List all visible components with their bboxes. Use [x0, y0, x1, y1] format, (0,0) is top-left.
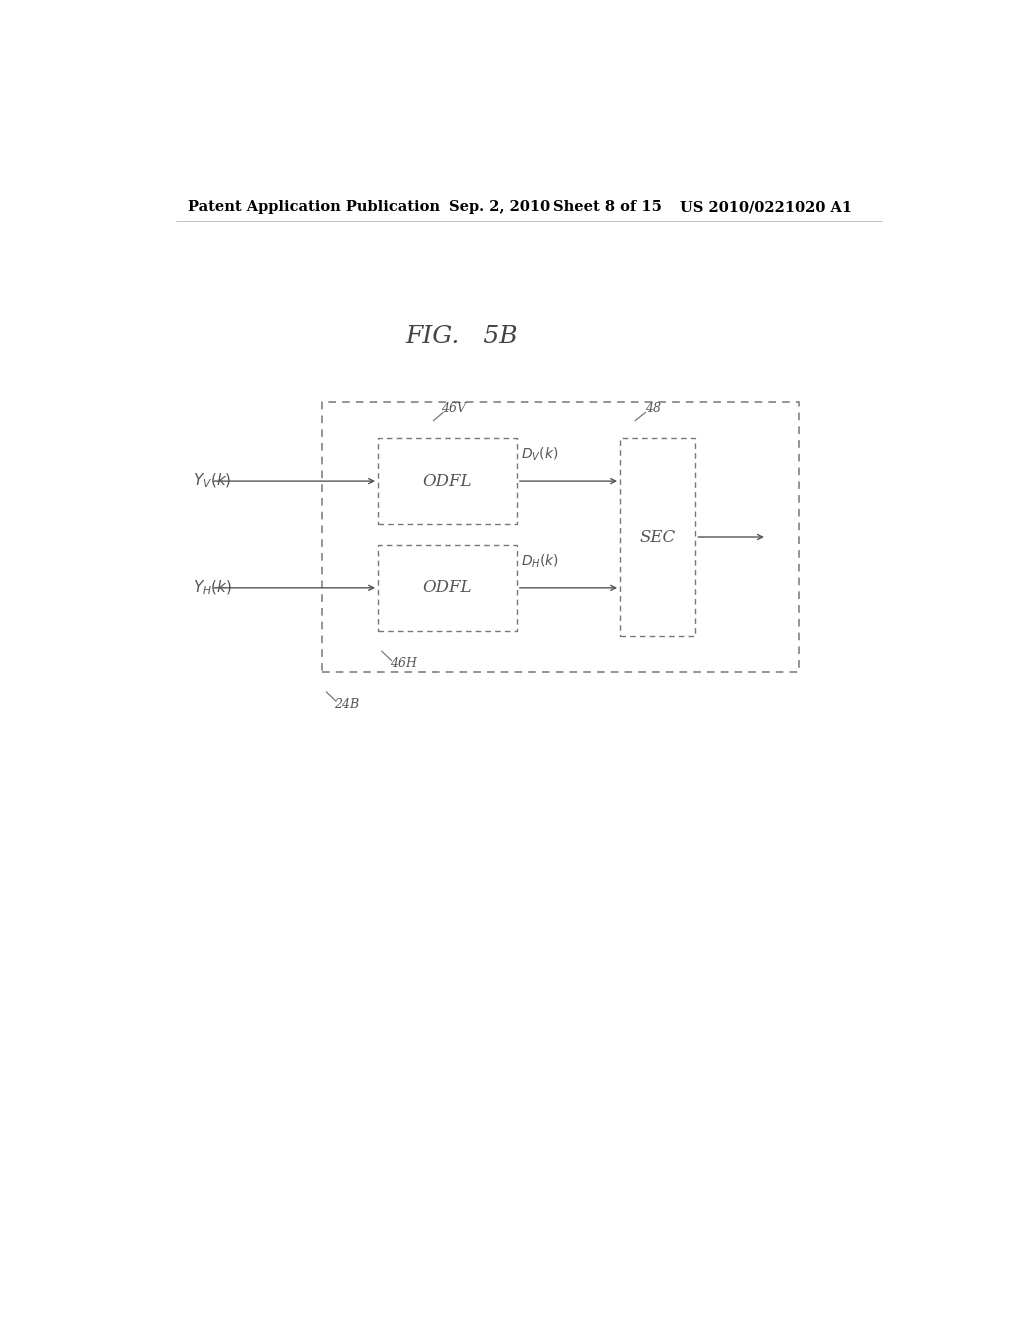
Text: Patent Application Publication: Patent Application Publication — [187, 201, 439, 214]
Text: $Y_V(k)$: $Y_V(k)$ — [194, 473, 231, 490]
Text: FIG.   5B: FIG. 5B — [406, 325, 517, 347]
Text: SEC: SEC — [640, 528, 676, 545]
Text: $D_V(k)$: $D_V(k)$ — [521, 445, 558, 463]
Text: US 2010/0221020 A1: US 2010/0221020 A1 — [680, 201, 852, 214]
Text: Sheet 8 of 15: Sheet 8 of 15 — [553, 201, 662, 214]
Text: 46H: 46H — [390, 657, 417, 671]
Text: $Y_H(k)$: $Y_H(k)$ — [194, 578, 232, 597]
Text: ODFL: ODFL — [423, 473, 472, 490]
Bar — [323, 403, 799, 672]
Bar — [620, 438, 695, 636]
Text: Sep. 2, 2010: Sep. 2, 2010 — [450, 201, 551, 214]
Text: $D_H(k)$: $D_H(k)$ — [521, 552, 559, 569]
Text: ODFL: ODFL — [423, 579, 472, 597]
Text: 46V: 46V — [441, 401, 467, 414]
Text: 48: 48 — [645, 401, 660, 414]
Text: 24B: 24B — [334, 698, 359, 710]
Bar — [378, 545, 517, 631]
Bar — [378, 438, 517, 524]
